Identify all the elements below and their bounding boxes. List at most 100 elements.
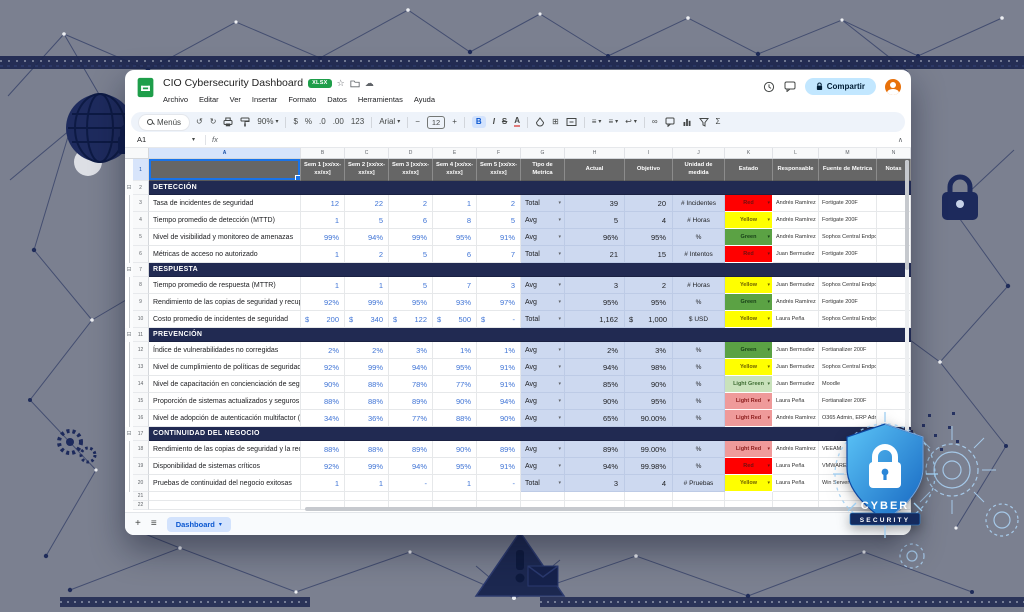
cell-notas[interactable] (877, 195, 911, 212)
decrease-font-size-button[interactable]: − (415, 117, 420, 126)
row-number[interactable]: 19 (133, 458, 149, 475)
cell-week[interactable]: 95% (433, 359, 477, 376)
cell-fuente[interactable]: Sophos Central Endpoint (819, 277, 877, 294)
borders-button[interactable]: ⊞ (552, 117, 559, 126)
cell-unidad[interactable]: # Intentos (673, 246, 725, 263)
column-letter[interactable]: D (389, 148, 433, 158)
cell-tipo-metrica[interactable]: Avg ▾ (521, 294, 565, 311)
print-button[interactable] (223, 117, 233, 127)
undo-button[interactable]: ↺ (196, 117, 203, 126)
cell-notas[interactable] (877, 342, 911, 359)
row-number[interactable]: 7 (133, 263, 149, 277)
column-letter[interactable]: I (625, 148, 673, 158)
cell-objetivo[interactable]: 15 (625, 246, 673, 263)
cell-week[interactable]: 95% (433, 458, 477, 475)
cell-actual[interactable]: 65% (565, 410, 625, 427)
cell-week[interactable]: 88% (345, 376, 389, 393)
star-icon[interactable]: ☆ (336, 77, 345, 88)
cell-unidad[interactable]: % (673, 376, 725, 393)
cell-week[interactable]: 5 (477, 212, 521, 229)
header-cell-fuente[interactable]: Fuente de Metrica (819, 159, 877, 181)
empty-cell[interactable] (477, 492, 521, 501)
selected-cell-a1[interactable] (149, 159, 301, 181)
cell-fuente[interactable]: Fortigate 200F (819, 246, 877, 263)
name-box[interactable]: A1 ▾ (133, 135, 199, 144)
horizontal-scrollbar[interactable] (305, 507, 901, 511)
cell-responsable[interactable]: Andrés Ramírez (773, 441, 819, 458)
comment-icon[interactable] (784, 81, 796, 92)
empty-cell[interactable] (625, 492, 673, 501)
cell-responsable[interactable]: Laura Peña (773, 393, 819, 410)
cell-week[interactable]: 91% (477, 359, 521, 376)
cell-fuente[interactable]: Fortigate 200F (819, 195, 877, 212)
cell-tipo-metrica[interactable]: Avg ▾ (521, 410, 565, 427)
column-letter[interactable]: A (149, 148, 301, 158)
cell-actual[interactable]: 2% (565, 342, 625, 359)
cell-week[interactable]: 1 (345, 277, 389, 294)
column-letter[interactable]: M (819, 148, 877, 158)
cell-week[interactable]: 3 (477, 277, 521, 294)
cell-week[interactable]: 1 (301, 246, 345, 263)
cell-estado[interactable]: Yellow ▾ (725, 277, 773, 294)
row-number[interactable]: 10 (133, 311, 149, 328)
cell-week[interactable]: 94% (389, 458, 433, 475)
cell-responsable[interactable]: Juan Bermudez (773, 376, 819, 393)
cell-responsable[interactable]: Andrés Ramírez (773, 294, 819, 311)
cell-metric-name[interactable]: Métricas de acceso no autorizado (149, 246, 301, 263)
cell-week[interactable]: 7 (477, 246, 521, 263)
vertical-align-button[interactable]: ≡ ▾ (608, 118, 618, 126)
cell-week[interactable]: 99% (345, 294, 389, 311)
row-number[interactable]: 15 (133, 393, 149, 410)
cell-week[interactable]: $340 (345, 311, 389, 328)
cell-week[interactable]: 3% (389, 342, 433, 359)
cell-notas[interactable] (877, 277, 911, 294)
week-header-cell[interactable]: Sem 5 [xx/xx-xx/xx] (477, 159, 521, 181)
share-button[interactable]: Compartir (804, 78, 876, 95)
cell-metric-name[interactable]: Proporción de sistemas actualizados y se… (149, 393, 301, 410)
menu-insertar[interactable]: Insertar (251, 95, 278, 104)
menu-formato[interactable]: Formato (288, 95, 317, 104)
cell-objetivo[interactable]: 4 (625, 475, 673, 492)
cell-responsable[interactable]: Laura Peña (773, 311, 819, 328)
cell-objetivo[interactable]: $1,000 (625, 311, 673, 328)
row-number[interactable]: 21 (133, 492, 149, 501)
row-number[interactable]: 18 (133, 441, 149, 458)
empty-cell[interactable] (149, 501, 301, 510)
cell-week[interactable]: 5 (345, 212, 389, 229)
week-header-cell[interactable]: Sem 1 [xx/xx-xx/xx] (301, 159, 345, 181)
cell-estado[interactable]: Green ▾ (725, 229, 773, 246)
cell-week[interactable]: 89% (389, 441, 433, 458)
cell-actual[interactable]: 95% (565, 294, 625, 311)
cell-notas[interactable] (877, 212, 911, 229)
section-header-row[interactable]: ⊟ 17 CONTINUIDAD DEL NEGOCIO (125, 427, 911, 441)
cell-responsable[interactable]: Laura Peña (773, 458, 819, 475)
row-number[interactable]: 1 (133, 159, 149, 181)
menu-editar[interactable]: Editar (199, 95, 219, 104)
cell-estado[interactable]: Green ▾ (725, 342, 773, 359)
cell-actual[interactable]: 94% (565, 359, 625, 376)
cell-actual[interactable]: 90% (565, 393, 625, 410)
row-number[interactable]: 9 (133, 294, 149, 311)
cell-fuente[interactable]: O365 Admin, ERP Admin, (819, 410, 877, 427)
cell-notas[interactable] (877, 393, 911, 410)
row-number[interactable]: 8 (133, 277, 149, 294)
cell-week[interactable]: 2% (345, 342, 389, 359)
cell-actual[interactable]: 85% (565, 376, 625, 393)
menu-herramientas[interactable]: Herramientas (357, 95, 403, 104)
section-header-row[interactable]: ⊟ 7 RESPUESTA (125, 263, 911, 277)
cell-week[interactable]: 8 (433, 212, 477, 229)
group-collapse-toggle[interactable]: ⊟ (125, 328, 133, 342)
cell-tipo-metrica[interactable]: Total ▾ (521, 475, 565, 492)
cell-notas[interactable] (877, 376, 911, 393)
column-letter[interactable]: E (433, 148, 477, 158)
cell-week[interactable]: 93% (433, 294, 477, 311)
zoom-select[interactable]: 90% ▾ (257, 118, 278, 126)
cell-estado[interactable]: Green ▾ (725, 294, 773, 311)
cell-week[interactable]: - (389, 475, 433, 492)
cell-week[interactable]: $500 (433, 311, 477, 328)
cell-week[interactable]: 77% (433, 376, 477, 393)
cell-objetivo[interactable]: 3% (625, 342, 673, 359)
redo-button[interactable]: ↻ (209, 117, 217, 126)
group-collapse-toggle[interactable]: ⊟ (125, 427, 133, 441)
cell-fuente[interactable]: Moodle (819, 376, 877, 393)
